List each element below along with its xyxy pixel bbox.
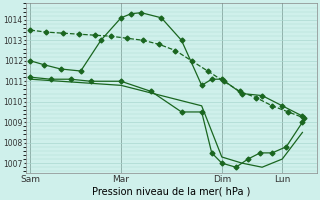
X-axis label: Pression niveau de la mer( hPa ): Pression niveau de la mer( hPa ) [92, 187, 251, 197]
